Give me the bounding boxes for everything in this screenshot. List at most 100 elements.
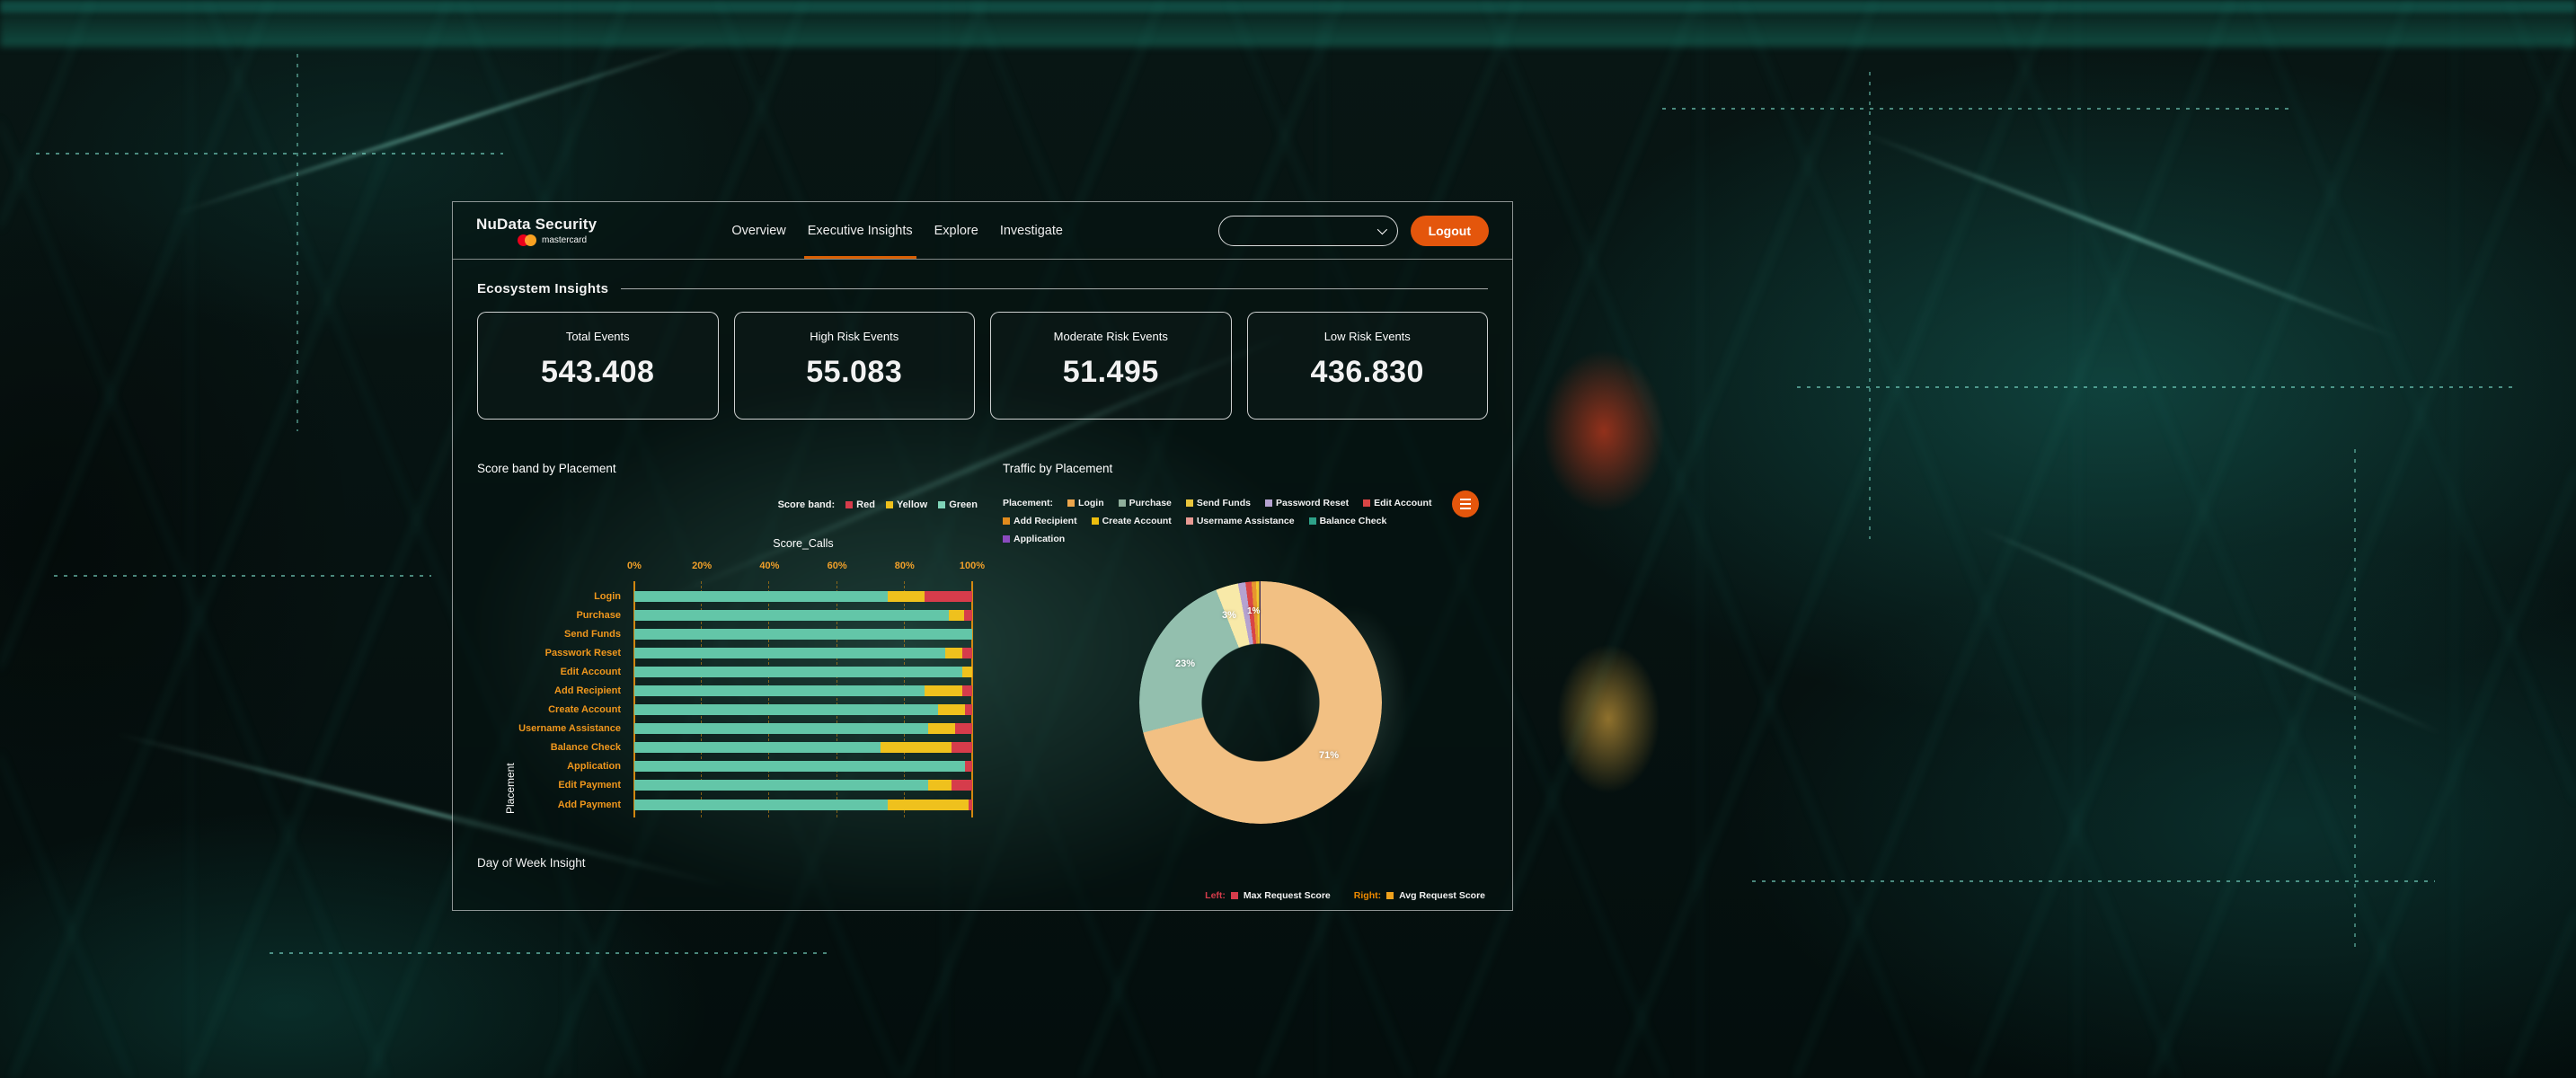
dotted-line bbox=[270, 952, 827, 954]
x-tick-label: 100% bbox=[959, 561, 986, 571]
legend-item-red: Red bbox=[845, 499, 875, 510]
bar-segment-yellow bbox=[961, 666, 972, 677]
legend-item-label: Send Funds bbox=[1196, 498, 1251, 508]
legend-swatch bbox=[1003, 535, 1010, 543]
nav-item-investigate[interactable]: Investigate bbox=[999, 223, 1063, 238]
dotted-line-vertical bbox=[1869, 72, 1871, 539]
category-label: Passwork Reset bbox=[544, 647, 621, 658]
bar-row bbox=[634, 681, 972, 700]
stacked-bar bbox=[634, 742, 972, 754]
x-tick-label: 0% bbox=[627, 561, 642, 571]
bar-segment-red bbox=[955, 723, 972, 735]
legend-item-label: Yellow bbox=[896, 499, 928, 510]
donut-segment-label: 23% bbox=[1175, 658, 1196, 669]
category-label: Username Assistance bbox=[518, 723, 621, 735]
mastercard-wordmark: mastercard bbox=[542, 234, 588, 245]
legend-swatch bbox=[1003, 517, 1010, 525]
legend-item-yellow: Yellow bbox=[885, 499, 928, 510]
legend-item-password-reset: Password Reset bbox=[1264, 498, 1350, 508]
legend-item-label: Login bbox=[1078, 498, 1104, 508]
stat-card-value: 55.083 bbox=[806, 355, 903, 389]
stat-card-label: Total Events bbox=[565, 330, 630, 343]
legend-item-label: Application bbox=[1014, 534, 1066, 544]
mastercard-circles-icon bbox=[518, 234, 537, 246]
dotted-line bbox=[1797, 386, 2516, 388]
bar-segment-red bbox=[952, 780, 972, 791]
x-axis-title: Score_Calls bbox=[773, 537, 834, 550]
dashboard-panel: NuData Security mastercard Overview Execu… bbox=[452, 201, 1513, 911]
legend-swatch bbox=[1185, 499, 1193, 507]
bar-segment-green bbox=[634, 742, 881, 754]
legend-swatch bbox=[1185, 517, 1193, 525]
bar-segment-green bbox=[634, 666, 962, 677]
dotted-line bbox=[1752, 880, 2435, 882]
account-dropdown[interactable] bbox=[1217, 215, 1398, 246]
stat-card-label: High Risk Events bbox=[810, 330, 899, 343]
legend-item-label: Red bbox=[856, 499, 875, 510]
header: NuData Security mastercard Overview Execu… bbox=[453, 202, 1512, 260]
bar-segment-yellow bbox=[944, 647, 962, 658]
stat-card-value: 543.408 bbox=[541, 355, 655, 389]
bar-segment-yellow bbox=[928, 723, 956, 735]
stat-card: High Risk Events 55.083 bbox=[733, 312, 975, 420]
gridline bbox=[633, 581, 635, 817]
stacked-bar bbox=[634, 704, 972, 716]
legend-swatch bbox=[885, 501, 893, 508]
score-band-legend-label: Score band: bbox=[777, 499, 836, 510]
stat-card-value: 51.495 bbox=[1062, 355, 1159, 389]
bar-row bbox=[634, 605, 972, 624]
legend-item-label: Add Recipient bbox=[1014, 516, 1077, 526]
bar-segment-red bbox=[963, 609, 972, 621]
bar-segment-green bbox=[634, 590, 888, 602]
donut-segment-label: 1% bbox=[1247, 606, 1261, 616]
stat-card-label: Low Risk Events bbox=[1323, 330, 1411, 343]
bar-segment-green bbox=[634, 723, 929, 735]
nav-item-overview[interactable]: Overview bbox=[731, 223, 786, 238]
main-content: Ecosystem Insights Total Events 543.408 Hi… bbox=[453, 279, 1512, 901]
stacked-bar bbox=[634, 666, 972, 677]
category-labels: Login Purchase Send Funds Passwork Reset Edi… bbox=[477, 587, 628, 814]
dotted-line-vertical bbox=[2354, 449, 2356, 952]
main-nav: Overview Executive Insights Explore Investi… bbox=[731, 223, 1063, 259]
dow-legend-prefix: Left: bbox=[1205, 890, 1226, 901]
section-header: Ecosystem Insights bbox=[477, 279, 1488, 297]
bar-segment-red bbox=[961, 685, 972, 697]
legend-item-username-assistance: Username Assistance bbox=[1185, 516, 1295, 526]
bar-row bbox=[634, 587, 972, 605]
bar-row bbox=[634, 662, 972, 681]
legend-item-balance-check: Balance Check bbox=[1308, 516, 1386, 526]
gridline bbox=[768, 581, 770, 817]
legend-swatch bbox=[1308, 517, 1316, 525]
traffic-legend: Placement: Login Purchase Send Funds Passwo… bbox=[1003, 498, 1445, 544]
gridline bbox=[701, 581, 703, 817]
bar-segment-green bbox=[634, 628, 972, 640]
nav-item-explore[interactable]: Explore bbox=[934, 223, 978, 238]
category-label: Edit Account bbox=[560, 666, 621, 677]
legend-item-label: Edit Account bbox=[1374, 498, 1432, 508]
chart-menu-icon[interactable] bbox=[1452, 490, 1479, 517]
legend-item-label: Green bbox=[949, 499, 978, 510]
legend-item-purchase: Purchase bbox=[1118, 498, 1172, 508]
nav-item-executive-insights[interactable]: Executive Insights bbox=[803, 223, 916, 259]
x-axis-ticks: 0% 20% 40% 60% 80% 100% bbox=[627, 561, 985, 573]
stacked-bar bbox=[634, 590, 972, 602]
x-tick-label: 40% bbox=[759, 561, 780, 571]
legend-item-send-funds: Send Funds bbox=[1185, 498, 1251, 508]
bar-segment-yellow bbox=[881, 742, 952, 754]
legend-swatch bbox=[1386, 892, 1394, 899]
day-of-week-legend: Left: Max Request Score Right: Avg Request … bbox=[1205, 890, 1485, 901]
bar-row bbox=[634, 757, 972, 776]
legend-item-label: Password Reset bbox=[1275, 498, 1350, 508]
legend-swatch bbox=[1118, 499, 1126, 507]
bar-segment-yellow bbox=[938, 704, 966, 716]
traffic-chart: Traffic by Placement Placement: Login Pur… bbox=[1003, 462, 1517, 854]
bar-segment-green bbox=[634, 780, 929, 791]
logout-button[interactable]: Logout bbox=[1410, 215, 1489, 246]
score-band-title: Score band by Placement bbox=[477, 462, 616, 475]
bar-segment-yellow bbox=[888, 590, 925, 602]
bar-row bbox=[634, 738, 972, 757]
traffic-title: Traffic by Placement bbox=[1003, 462, 1113, 475]
gridline bbox=[903, 581, 905, 817]
legend-item-add-recipient: Add Recipient bbox=[1003, 516, 1077, 526]
chevron-down-icon bbox=[1377, 224, 1387, 234]
